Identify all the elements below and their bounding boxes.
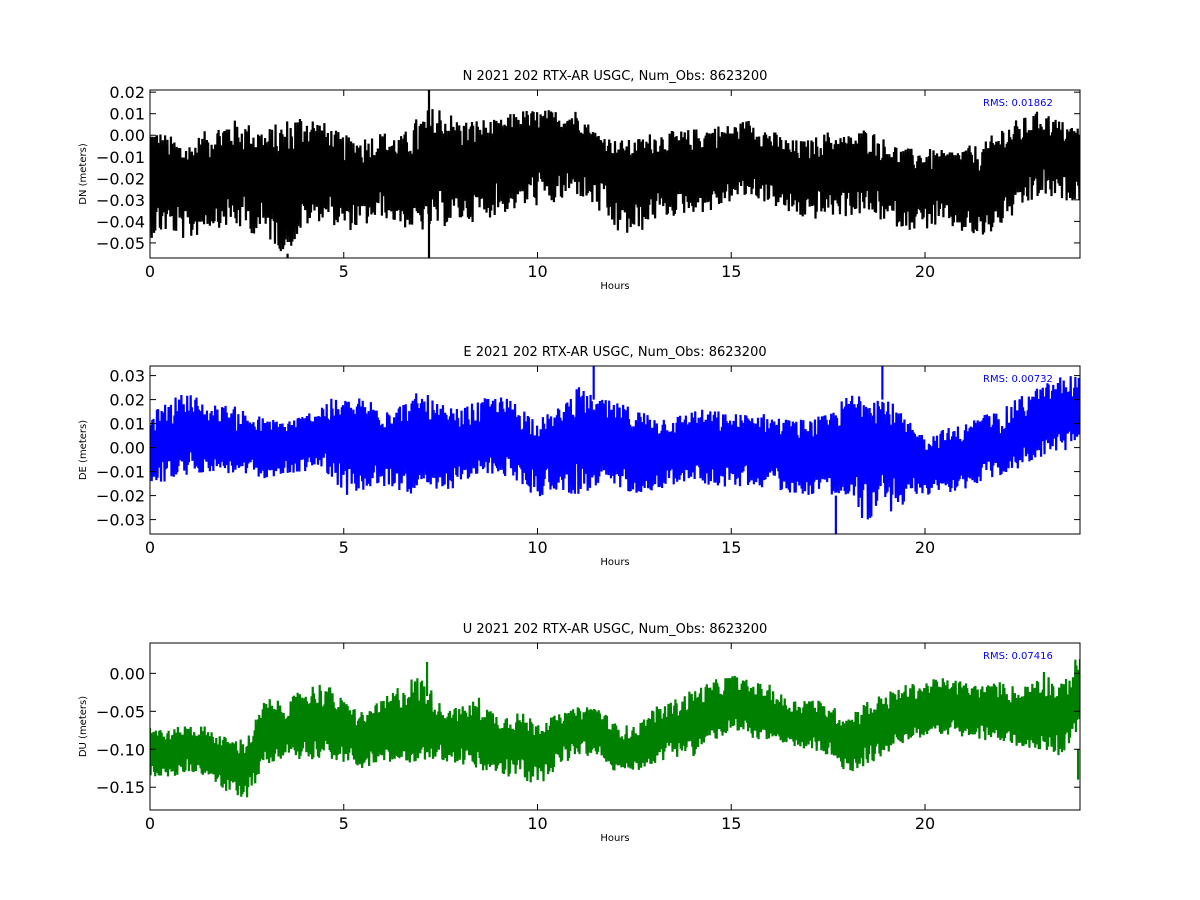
y-tick-label: 0.00 — [109, 439, 145, 458]
chart-title: N 2021 202 RTX-AR USGC, Num_Obs: 8623200 — [463, 69, 768, 84]
y-tick-label: −0.04 — [96, 212, 145, 231]
y-axis-label: DN (meters) — [78, 143, 89, 205]
rms-annotation: RMS: 0.01862 — [983, 98, 1053, 109]
y-tick-label: −0.02 — [96, 487, 145, 506]
x-tick-label: 15 — [721, 262, 741, 281]
x-tick-label: 5 — [339, 262, 349, 281]
series-trace — [150, 376, 1080, 520]
x-tick-label: 0 — [145, 538, 155, 557]
y-axis-label: DU (meters) — [78, 696, 89, 757]
y-axis-label: DE (meters) — [78, 420, 89, 480]
y-tick-label: 0.01 — [109, 105, 145, 124]
series-trace — [150, 109, 1080, 252]
y-tick-label: −0.01 — [96, 463, 145, 482]
rms-annotation: RMS: 0.00732 — [983, 374, 1053, 385]
y-tick-label: 0.01 — [109, 415, 145, 434]
x-tick-label: 0 — [145, 814, 155, 833]
x-axis-label: Hours — [600, 557, 629, 568]
series-trace — [150, 659, 1080, 798]
x-tick-label: 15 — [721, 814, 741, 833]
plot-frame — [149, 642, 1081, 811]
y-tick-label: 0.03 — [109, 367, 145, 386]
x-tick-label: 0 — [145, 262, 155, 281]
x-tick-label: 15 — [721, 538, 741, 557]
x-tick-label: 10 — [527, 262, 547, 281]
y-tick-label: 0.00 — [109, 126, 145, 145]
plot-frame — [149, 89, 1081, 259]
x-tick-label: 5 — [339, 814, 349, 833]
chart-title: U 2021 202 RTX-AR USGC, Num_Obs: 8623200 — [463, 622, 768, 637]
y-tick-label: −0.15 — [96, 778, 145, 797]
subplot-0: 0 5 10 15 20 −0.05 −0.04 −0.03 −0.02 −0.01 0.00 0.0… — [78, 69, 1081, 292]
x-axis-label: Hours — [600, 833, 629, 844]
rms-annotation: RMS: 0.07416 — [983, 651, 1053, 662]
x-tick-label: 20 — [915, 262, 935, 281]
y-tick-label: −0.01 — [96, 148, 145, 167]
chart-title: E 2021 202 RTX-AR USGC, Num_Obs: 8623200 — [463, 345, 766, 360]
x-tick-label: 10 — [527, 814, 547, 833]
x-tick-label: 5 — [339, 538, 349, 557]
y-tick-label: −0.05 — [96, 234, 145, 253]
y-tick-label: −0.10 — [96, 740, 145, 759]
x-tick-label: 10 — [527, 538, 547, 557]
plot-frame — [149, 365, 1081, 535]
y-tick-label: 0.02 — [109, 391, 145, 410]
y-tick-label: −0.05 — [96, 702, 145, 721]
x-tick-label: 20 — [915, 538, 935, 557]
subplot-1: 0 5 10 15 20 −0.03 −0.02 −0.01 0.00 0.01 0.02 0.03 E… — [78, 345, 1081, 568]
y-tick-label: −0.02 — [96, 169, 145, 188]
y-tick-label: −0.03 — [96, 191, 145, 210]
subplot-2: 0 5 10 15 20 −0.15 −0.10 −0.05 0.00 U 2021 202 RT… — [78, 622, 1081, 844]
x-tick-label: 20 — [915, 814, 935, 833]
x-axis-label: Hours — [600, 281, 629, 292]
y-tick-label: −0.03 — [96, 511, 145, 530]
y-tick-label: 0.00 — [109, 664, 145, 683]
y-tick-label: 0.02 — [109, 83, 145, 102]
